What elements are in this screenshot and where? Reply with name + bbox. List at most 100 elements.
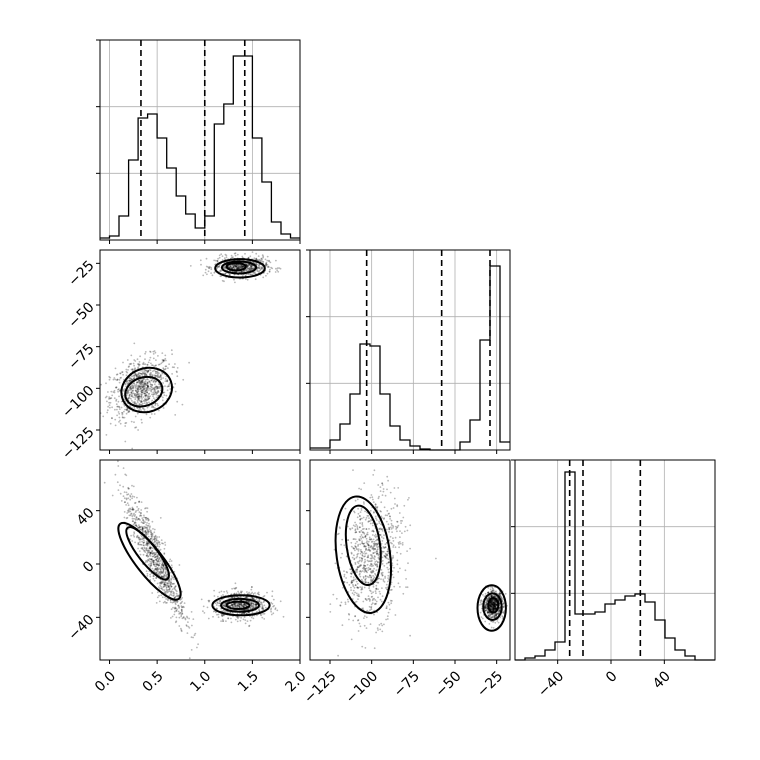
sample-point (137, 381, 140, 384)
sample-point (499, 607, 501, 610)
sample-point (144, 530, 147, 533)
sample-point (232, 266, 235, 269)
sample-point (161, 352, 164, 354)
sample-point (362, 516, 365, 519)
sample-point (145, 518, 148, 521)
sample-point (181, 613, 184, 615)
sample-point (159, 582, 162, 584)
sample-point (486, 606, 488, 609)
sample-point (144, 530, 147, 533)
sample-point (240, 264, 243, 267)
sample-point (175, 590, 178, 593)
sample-point (493, 603, 495, 605)
sample-point (159, 385, 161, 388)
sample-point (236, 602, 239, 605)
sample-point (337, 654, 339, 657)
sample-point (498, 603, 501, 605)
sample-point (257, 270, 259, 272)
sample-point (148, 519, 150, 521)
sample-point (479, 601, 482, 604)
sample-point (239, 605, 242, 607)
sample-point (376, 549, 378, 551)
sample-point (130, 398, 132, 400)
sample-point (164, 367, 167, 370)
sample-point (493, 604, 496, 607)
sample-point (490, 602, 493, 604)
sample-point (169, 388, 172, 390)
sample-point (152, 575, 155, 578)
sample-point (126, 391, 129, 394)
sample-point (158, 409, 160, 412)
sample-point (167, 580, 170, 583)
sample-point (131, 386, 134, 389)
sample-point (250, 588, 253, 591)
sample-point (365, 537, 368, 540)
sample-point (128, 379, 131, 382)
sample-point (174, 603, 177, 606)
sample-point (139, 514, 142, 517)
sample-point (380, 536, 383, 538)
histogram-step-line (100, 55, 300, 239)
sample-point (124, 501, 126, 503)
sample-point (366, 543, 369, 545)
sample-point (154, 391, 157, 394)
sample-point (487, 610, 489, 613)
sample-point (182, 616, 185, 619)
sample-point (381, 482, 383, 485)
sample-point (363, 551, 366, 553)
sample-point (367, 560, 370, 563)
sample-point (503, 612, 505, 615)
sample-point (143, 378, 146, 381)
sample-point (246, 620, 249, 622)
sample-point (487, 615, 490, 618)
sample-point (156, 591, 159, 594)
sample-point (163, 575, 165, 577)
sample-point (336, 533, 339, 536)
sample-point (484, 605, 486, 608)
sample-point (158, 558, 161, 561)
sample-point (151, 520, 154, 523)
sample-point (232, 265, 235, 268)
sample-point (250, 603, 252, 606)
sample-point (135, 375, 138, 377)
sample-point (498, 594, 501, 596)
sample-point (375, 517, 377, 520)
sample-point (128, 509, 130, 512)
sample-point (150, 561, 153, 564)
sample-point (262, 608, 265, 611)
x-tick-label: 0 (603, 668, 621, 686)
sample-point (140, 380, 143, 383)
sample-point (154, 381, 157, 384)
sample-point (118, 379, 121, 381)
sample-point (125, 412, 128, 415)
sample-point (149, 369, 152, 372)
sample-point (131, 484, 133, 487)
sample-point (371, 579, 374, 582)
sample-point (131, 387, 133, 390)
sample-point (106, 411, 109, 414)
sample-point (137, 373, 140, 376)
sample-point (370, 519, 373, 522)
sample-point (275, 259, 277, 262)
sample-point (490, 595, 493, 598)
sample-point (137, 509, 139, 512)
sample-point (490, 606, 493, 608)
sample-point (127, 487, 130, 490)
sample-point (343, 570, 345, 572)
sample-point (378, 527, 381, 530)
sample-point (240, 616, 243, 619)
sample-point (127, 411, 130, 413)
sample-point (175, 616, 178, 619)
sample-point (180, 609, 183, 611)
sample-point (487, 587, 490, 589)
sample-point (206, 606, 209, 609)
sample-point (246, 265, 249, 267)
sample-point (376, 581, 379, 584)
sample-point (379, 534, 382, 536)
sample-point (218, 256, 221, 259)
sample-point (270, 613, 273, 616)
sample-point (158, 571, 160, 573)
sample-point (176, 371, 178, 374)
sample-point (155, 551, 158, 554)
sample-point (360, 534, 363, 536)
